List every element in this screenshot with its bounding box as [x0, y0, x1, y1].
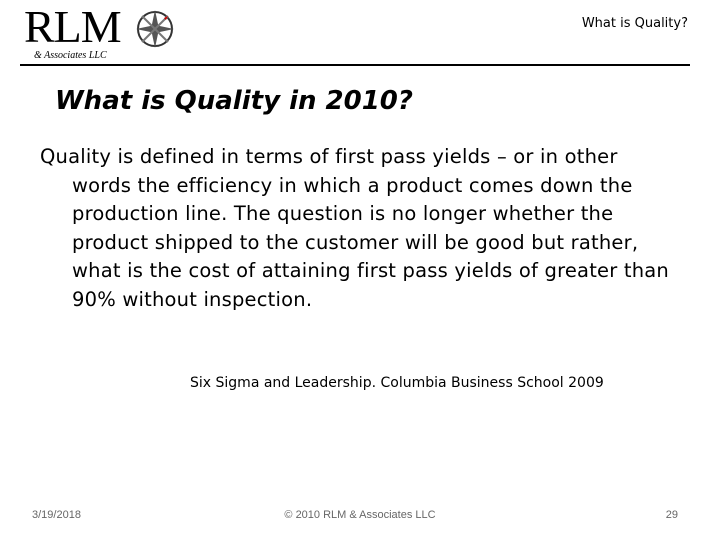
citation: Six Sigma and Leadership. Columbia Busin… [190, 375, 604, 391]
header-title: What is Quality? [581, 16, 688, 31]
slide-title: What is Quality in 2010? [55, 86, 413, 116]
page-number: 29 [665, 509, 678, 521]
footer-date: 3/19/2018 [32, 509, 81, 521]
body-text: Quality is defined in terms of first pas… [40, 145, 669, 311]
logo-text: RLM [24, 1, 122, 52]
footer-copyright: © 2010 RLM & Associates LLC [284, 509, 436, 521]
logo-icon [136, 10, 174, 48]
header-rule [20, 64, 690, 66]
logo-subtitle: & Associates LLC [34, 50, 107, 61]
